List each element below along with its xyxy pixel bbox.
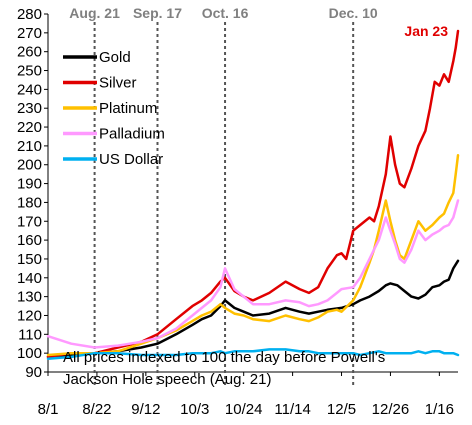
- legend-entry: US Dollar: [99, 151, 163, 168]
- legend-entry: Platinum: [99, 100, 157, 117]
- x-tick-label: 8/1: [38, 401, 59, 418]
- y-tick-label: 200: [17, 157, 42, 174]
- legend: Gold Silver Platinum Palladium US Dollar: [63, 49, 165, 168]
- y-tick-label: 250: [17, 63, 42, 80]
- y-tick-label: 240: [17, 81, 42, 98]
- series-line: [46, 259, 460, 359]
- x-tick-label: 1/16: [425, 401, 454, 418]
- y-tick-label: 220: [17, 119, 42, 136]
- series-line: [46, 29, 460, 359]
- series-line: [46, 154, 460, 357]
- y-tick-label: 170: [17, 213, 42, 230]
- y-tick-label: 160: [17, 232, 42, 249]
- x-tick-label: 11/14: [274, 401, 310, 418]
- series-line: [46, 199, 460, 349]
- marker-label: Aug. 21: [69, 5, 120, 21]
- y-tick-label: 210: [17, 138, 42, 155]
- y-tick-label: 270: [17, 25, 42, 42]
- y-tick-label: 100: [17, 345, 42, 362]
- y-tick-label: 190: [17, 176, 42, 193]
- x-tick-label: 10/3: [180, 401, 209, 418]
- marker-label: Dec. 10: [329, 5, 378, 21]
- legend-entry: Silver: [99, 75, 137, 92]
- legend-entry: Palladium: [99, 126, 165, 143]
- x-tick-label: 12/26: [372, 401, 410, 418]
- y-tick-label: 120: [17, 307, 42, 324]
- x-tick-label: 12/5: [327, 401, 356, 418]
- y-tick-label: 280: [17, 6, 42, 23]
- series-line: [46, 348, 460, 361]
- annotation-line-2: Jackson Hole speech (Aug. 21): [63, 371, 271, 388]
- y-tick-label: 130: [17, 289, 42, 306]
- end-date-label: Jan 23: [404, 23, 448, 39]
- x-tick-label: 9/12: [131, 401, 160, 418]
- y-tick-label: 90: [25, 364, 42, 381]
- y-tick-label: 180: [17, 194, 42, 211]
- marker-label: Oct. 16: [202, 5, 249, 21]
- vertical-markers: Aug. 21 Sep. 17 Oct. 16 Dec. 10: [69, 5, 378, 386]
- series-lines: [46, 29, 460, 361]
- y-tick-label: 150: [17, 251, 42, 268]
- x-tick-label: 8/22: [82, 401, 111, 418]
- y-tick-label: 140: [17, 270, 42, 287]
- annotation-line-1: All prices indexed to 100 the day before…: [63, 349, 385, 366]
- marker-label: Sep. 17: [133, 5, 182, 21]
- y-tick-label: 110: [18, 326, 42, 343]
- legend-entry: Gold: [99, 49, 131, 66]
- y-tick-label: 230: [17, 100, 42, 117]
- x-tick-label: 10/24: [225, 401, 263, 418]
- y-tick-label: 260: [17, 44, 42, 61]
